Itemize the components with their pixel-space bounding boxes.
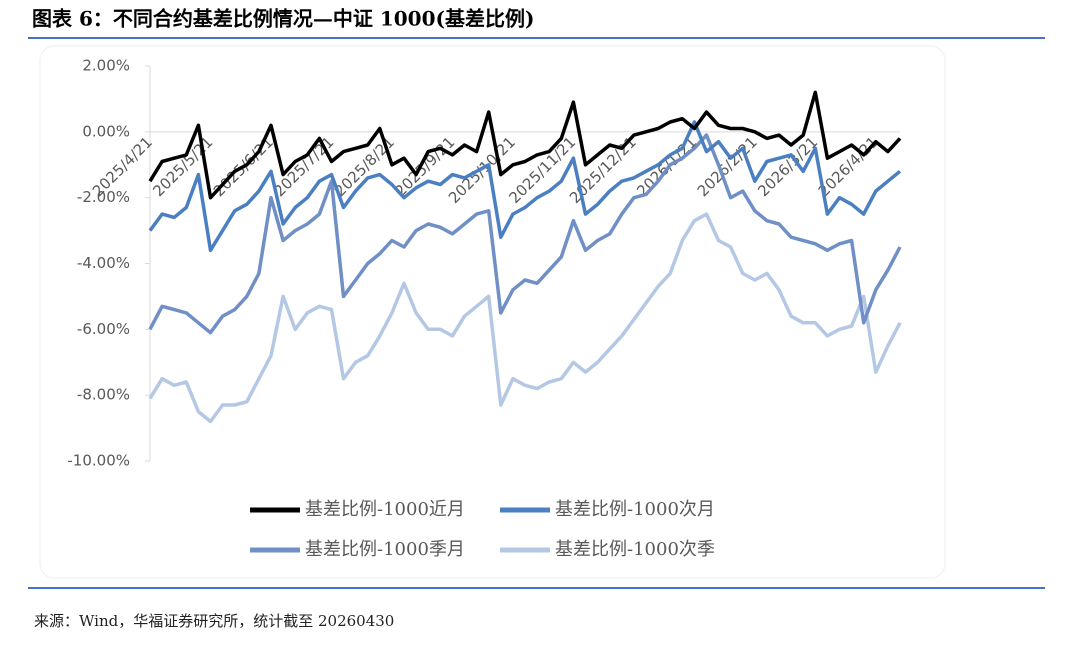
- series-line: [148, 90, 902, 200]
- series-line: [148, 212, 902, 424]
- y-tick-label: -6.00%: [77, 320, 130, 338]
- source-note: 来源：Wind，华福证券研究所，统计截至 20260430: [34, 612, 394, 630]
- legend-label: 基差比例-1000次月: [555, 499, 715, 520]
- y-tick-label: -4.00%: [77, 254, 130, 272]
- y-tick-label: 0.00%: [82, 122, 130, 140]
- y-tick-label: -8.00%: [77, 386, 130, 404]
- series-line: [148, 133, 902, 335]
- y-tick-label: 2.00%: [82, 57, 130, 75]
- legend-label: 基差比例-1000近月: [305, 499, 465, 520]
- y-tick-label: -2.00%: [77, 188, 130, 206]
- y-tick-label: -10.00%: [67, 452, 130, 470]
- figure-title: 图表 6：不同合约基差比例情况—中证 1000(基差比例): [32, 7, 534, 31]
- legend-label: 基差比例-1000季月: [305, 539, 465, 560]
- legend-label: 基差比例-1000次季: [555, 539, 715, 560]
- series-line: [148, 120, 902, 253]
